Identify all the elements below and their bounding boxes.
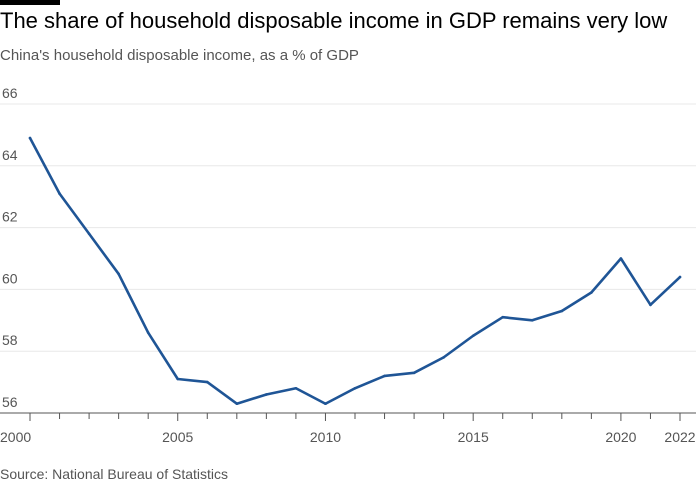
y-tick-label-64: 64 xyxy=(2,147,18,163)
data-point-2015 xyxy=(471,334,475,338)
data-point-2004 xyxy=(146,331,150,334)
x-tick-label-2015: 2015 xyxy=(458,429,489,445)
data-point-2001 xyxy=(58,192,61,195)
data-point-2005 xyxy=(176,377,180,381)
y-axis: 56 58 60 62 64 66 xyxy=(2,85,18,410)
y-tick-label-56: 56 xyxy=(2,394,18,410)
data-point-2022 xyxy=(678,275,682,279)
data-point-2012 xyxy=(383,374,386,378)
data-point-2013 xyxy=(412,371,416,375)
y-tick-label-66: 66 xyxy=(2,85,18,101)
y-tick-label-60: 60 xyxy=(2,270,18,286)
data-point-2002 xyxy=(87,232,91,236)
y-tick-label-58: 58 xyxy=(2,332,18,348)
data-point-2018 xyxy=(560,309,564,313)
data-point-2007 xyxy=(235,402,239,406)
gridlines xyxy=(0,103,696,352)
y-tick-label-62: 62 xyxy=(2,209,18,225)
data-point-2006 xyxy=(205,380,209,384)
chart-title: The share of household disposable income… xyxy=(0,8,668,33)
x-tick-label-2005: 2005 xyxy=(162,429,193,445)
x-tick-label-2010: 2010 xyxy=(310,429,341,445)
data-point-2009 xyxy=(294,386,298,390)
data-point-2014 xyxy=(442,356,445,359)
data-point-2000 xyxy=(28,136,32,140)
x-tick-label-2022: 2022 xyxy=(664,429,695,445)
data-point-2011 xyxy=(353,386,357,390)
series-layer xyxy=(28,136,682,406)
data-point-2016 xyxy=(501,315,505,319)
x-axis: 2000 2005 2010 2015 2020 2022 xyxy=(0,412,696,445)
data-point-2003 xyxy=(117,272,120,276)
chart-subtitle: China's household disposable income, as … xyxy=(0,47,359,64)
data-point-2020 xyxy=(619,257,623,260)
data-point-2021 xyxy=(649,303,652,307)
x-tick-label-2020: 2020 xyxy=(605,429,636,445)
data-point-2008 xyxy=(265,393,268,396)
data-point-2019 xyxy=(590,291,593,294)
data-point-2010 xyxy=(324,402,327,406)
series-line-0 xyxy=(28,136,682,406)
source-note: Source: National Bureau of Statistics xyxy=(0,466,229,482)
data-point-2017 xyxy=(530,319,534,322)
ft-top-bar xyxy=(0,0,60,5)
x-tick-label-2000: 2000 xyxy=(0,429,31,445)
